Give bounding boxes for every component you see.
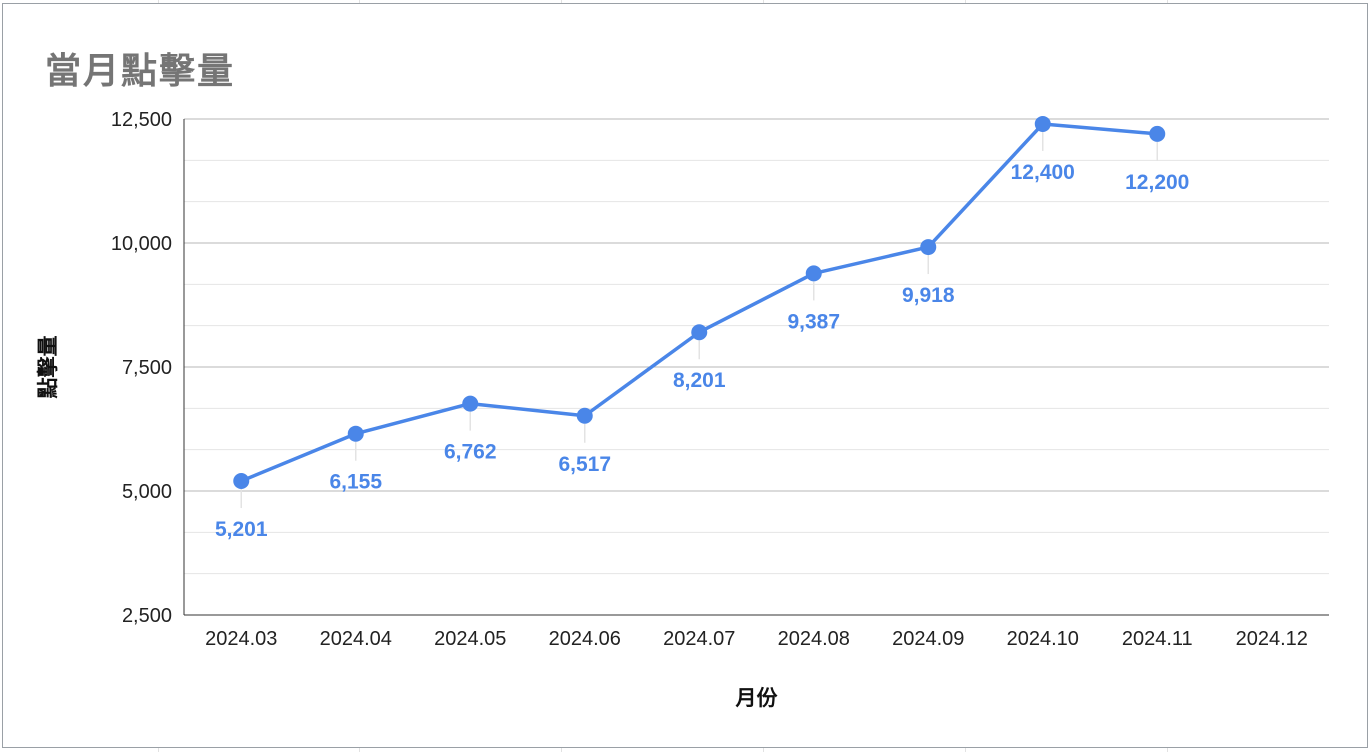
data-label: 6,155 (329, 471, 382, 494)
data-point (462, 395, 479, 412)
data-point (1149, 125, 1166, 142)
x-tick-label: 2024.12 (1236, 628, 1308, 650)
y-tick-label: 2,500 (122, 605, 172, 627)
data-label: 8,201 (673, 369, 726, 392)
chart-title: 當月點擊量 (45, 50, 236, 91)
chart-container[interactable]: 當月點擊量 (2, 3, 1368, 748)
y-tick-label: 7,500 (122, 357, 172, 379)
x-axis-title: 月份 (735, 686, 779, 710)
y-tick-label: 12,500 (111, 109, 172, 131)
y-tick-label: 5,000 (122, 481, 172, 503)
data-label: 12,400 (1011, 161, 1075, 184)
series-layer (233, 115, 1166, 509)
y-axis-title: 點擊量 (36, 336, 60, 399)
data-label: 12,200 (1125, 171, 1189, 194)
axis-layer: 2,500 5,000 7,500 10,000 12,500 2024.03 2024.0… (111, 109, 1329, 650)
data-point (576, 407, 593, 424)
data-label: 9,387 (787, 310, 840, 333)
data-point (920, 239, 937, 256)
label-layer: 5,201 6,155 6,762 6,517 8,201 9,387 9,918 12,40… (215, 161, 1189, 541)
data-label: 6,517 (558, 453, 611, 476)
data-label: 9,918 (902, 284, 955, 307)
x-tick-label: 2024.11 (1122, 628, 1193, 650)
data-point (347, 425, 364, 442)
x-tick-label: 2024.10 (1007, 628, 1079, 650)
data-label: 6,762 (444, 441, 497, 464)
data-point (691, 324, 708, 341)
x-tick-label: 2024.05 (434, 628, 506, 650)
y-tick-label: 10,000 (111, 233, 172, 255)
data-point (805, 265, 822, 282)
x-tick-label: 2024.03 (205, 628, 277, 650)
x-tick-label: 2024.06 (549, 628, 621, 650)
data-label: 5,201 (215, 518, 268, 541)
data-point (1034, 115, 1051, 132)
x-tick-label: 2024.08 (778, 628, 850, 650)
x-tick-label: 2024.09 (892, 628, 964, 650)
x-tick-label: 2024.07 (663, 628, 735, 650)
grid-layer (184, 118, 1329, 616)
x-tick-label: 2024.04 (320, 628, 392, 650)
data-point (233, 473, 250, 490)
